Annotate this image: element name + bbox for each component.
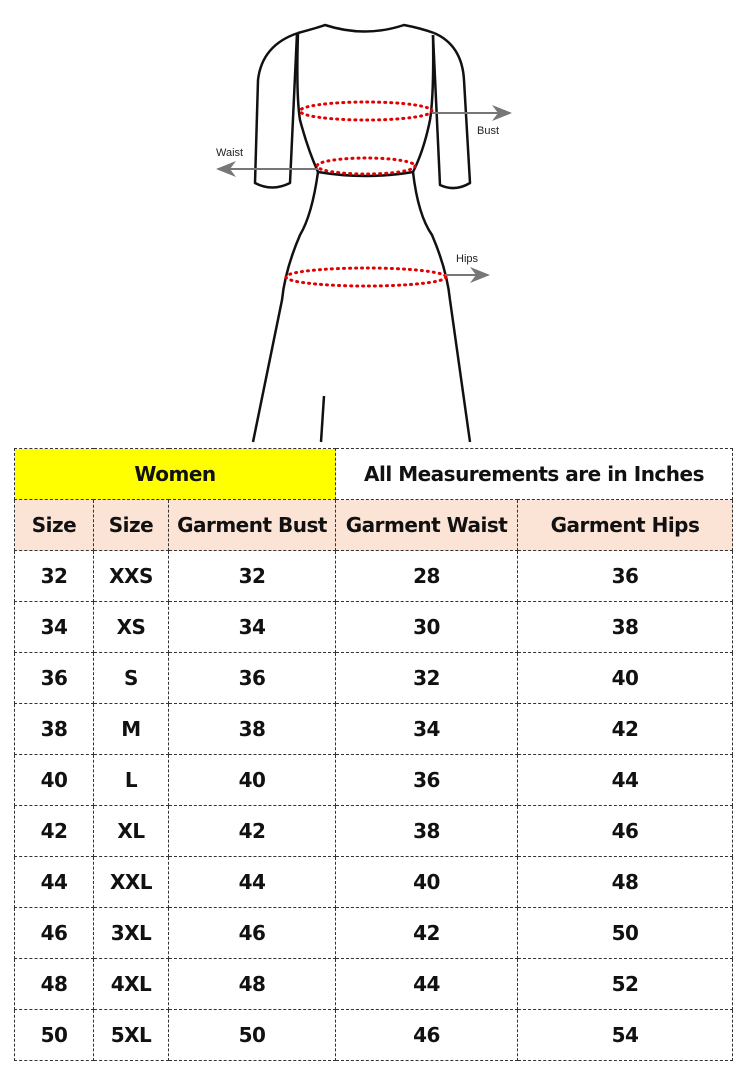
table-cell: 48 [14,958,94,1010]
table-cell: 28 [335,550,519,602]
table-cell: 40 [517,652,734,704]
table-cell: 46 [167,907,337,959]
table-row: 42 XL 42 38 46 [14,805,734,857]
dress-outline [251,23,472,443]
table-cell: 46 [14,907,94,959]
table-cell: 34 [14,601,94,653]
table-cell: 54 [517,1009,734,1061]
table-cell: 48 [167,958,337,1010]
table-cell: 5XL [93,1009,169,1061]
table-cell: 36 [335,754,519,806]
table-cell: 30 [335,601,519,653]
table-cell: 52 [517,958,734,1010]
table-cell: 38 [14,703,94,755]
table-cell: 38 [517,601,734,653]
table-cell: M [93,703,169,755]
table-cell: 36 [517,550,734,602]
table-cell: 32 [14,550,94,602]
table-row: 34 XS 34 30 38 [14,601,734,653]
table-cell: 36 [167,652,337,704]
table-cell: XXL [93,856,169,908]
table-cell: 48 [517,856,734,908]
table-row: 40 L 40 36 44 [14,754,734,806]
table-cell: 40 [167,754,337,806]
table-cell: 40 [14,754,94,806]
table-cell: 42 [517,703,734,755]
table-cell: 34 [335,703,519,755]
table-cell: 34 [167,601,337,653]
table-cell: 36 [14,652,94,704]
table-cell: 3XL [93,907,169,959]
table-cell: 44 [167,856,337,908]
table-cell: 50 [14,1009,94,1061]
table-cell: 42 [335,907,519,959]
column-header: Garment Bust [167,499,337,551]
table-row: 36 S 36 32 40 [14,652,734,704]
table-row: 38 M 38 34 42 [14,703,734,755]
table-cell: 44 [14,856,94,908]
table-row: 44 XXL 44 40 48 [14,856,734,908]
table-row: 32 XXS 32 28 36 [14,550,734,602]
table-cell: XL [93,805,169,857]
table-title: Women [13,448,337,500]
table-row: 46 3XL 46 42 50 [14,907,734,959]
column-header: Garment Hips [517,499,734,551]
hips-label: Hips [456,253,479,265]
table-cell: L [93,754,169,806]
table-row: 50 5XL 50 46 54 [14,1009,734,1061]
dress-measurement-diagram: Bust Waist Hips [216,23,512,443]
table-cell: 42 [167,805,337,857]
size-chart-table: Women All Measurements are in Inches Siz… [13,448,734,1061]
table-cell: XXS [93,550,169,602]
table-cell: 42 [14,805,94,857]
waist-label: Waist [216,147,243,159]
measure-arrows [216,105,512,283]
measure-dots [284,100,448,288]
table-cell: 46 [335,1009,519,1061]
table-cell: 40 [335,856,519,908]
table-cell: 50 [517,907,734,959]
units-note: All Measurements are in Inches [335,448,734,500]
column-header: Size [14,499,94,551]
table-cell: 32 [335,652,519,704]
title-row: Women All Measurements are in Inches [13,448,734,500]
bust-label: Bust [477,125,499,137]
table-cell: 50 [167,1009,337,1061]
table-cell: 38 [167,703,337,755]
table-cell: 44 [517,754,734,806]
table-cell: 44 [335,958,519,1010]
column-header: Garment Waist [335,499,519,551]
table-cell: 38 [335,805,519,857]
table-cell: S [93,652,169,704]
table-cell: 32 [167,550,337,602]
table-row: 48 4XL 48 44 52 [14,958,734,1010]
column-header: Size [93,499,169,551]
table-cell: 46 [517,805,734,857]
header-row: Size Size Garment Bust Garment Waist Garment… [14,499,734,551]
table-cell: XS [93,601,169,653]
table-cell: 4XL [93,958,169,1010]
